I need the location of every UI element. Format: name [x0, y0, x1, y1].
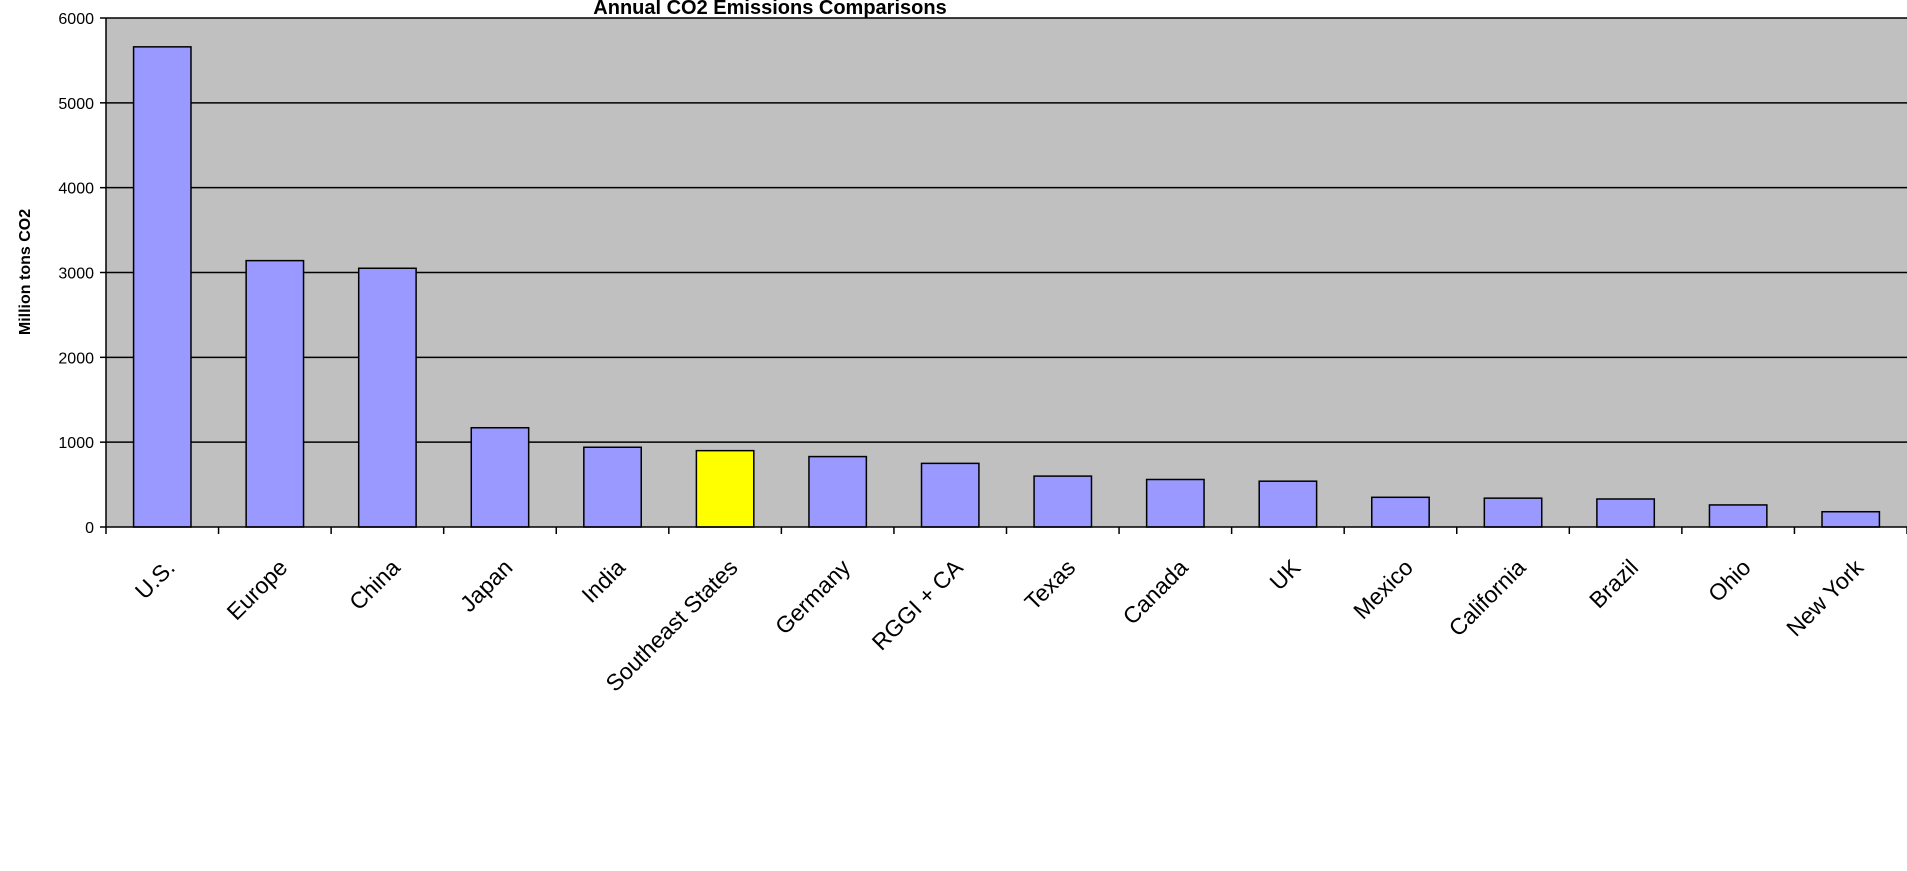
y-axis-label: Million tons CO2 [17, 209, 34, 335]
bar [695, 449, 755, 528]
chart-title: Annual CO2 Emissions Comparisons [593, 0, 946, 19]
y-tick-labels: 0 1000 2000 3000 4000 5000 6000 [58, 11, 94, 537]
x-tick-label: RGGI + CA [867, 554, 969, 656]
bar [1371, 496, 1430, 528]
x-tick-label: Europe [222, 554, 293, 625]
x-tick-label: China [344, 554, 405, 615]
bar [357, 267, 417, 528]
y-tick-label: 0 [85, 520, 94, 537]
bars [132, 46, 1881, 528]
y-tick-label: 3000 [58, 266, 94, 283]
x-tick-label: UK [1264, 554, 1305, 595]
bar [470, 426, 530, 528]
bar [1145, 478, 1205, 528]
bar [132, 46, 192, 528]
bar [1708, 504, 1768, 528]
x-tick-label: California [1443, 554, 1530, 641]
y-tick-label: 6000 [58, 11, 94, 28]
x-tick-label: Texas [1019, 554, 1080, 615]
x-tick-label: Mexico [1348, 554, 1418, 624]
x-tick-label: New York [1781, 554, 1868, 641]
bar [920, 462, 980, 528]
bar [808, 455, 868, 528]
x-tick-label: Brazil [1584, 554, 1643, 613]
x-tick-label: Germany [770, 554, 856, 640]
y-tick-label: 2000 [58, 350, 94, 367]
bar [1033, 475, 1093, 528]
bar [583, 446, 642, 528]
x-tick-label: U.S. [130, 554, 180, 604]
bar [1258, 480, 1318, 528]
x-tick-label: Ohio [1703, 554, 1756, 607]
y-tick-label: 1000 [58, 435, 94, 452]
bar [1483, 497, 1543, 528]
x-tick-label: Canada [1118, 554, 1194, 630]
bar [245, 259, 305, 528]
axes [100, 17, 1907, 534]
x-tick-label: India [576, 554, 630, 608]
y-tick-label: 4000 [58, 181, 94, 198]
x-tick-label: Japan [455, 554, 518, 617]
bar [1596, 498, 1656, 528]
bar [1821, 510, 1881, 528]
y-tick-label: 5000 [58, 96, 94, 113]
